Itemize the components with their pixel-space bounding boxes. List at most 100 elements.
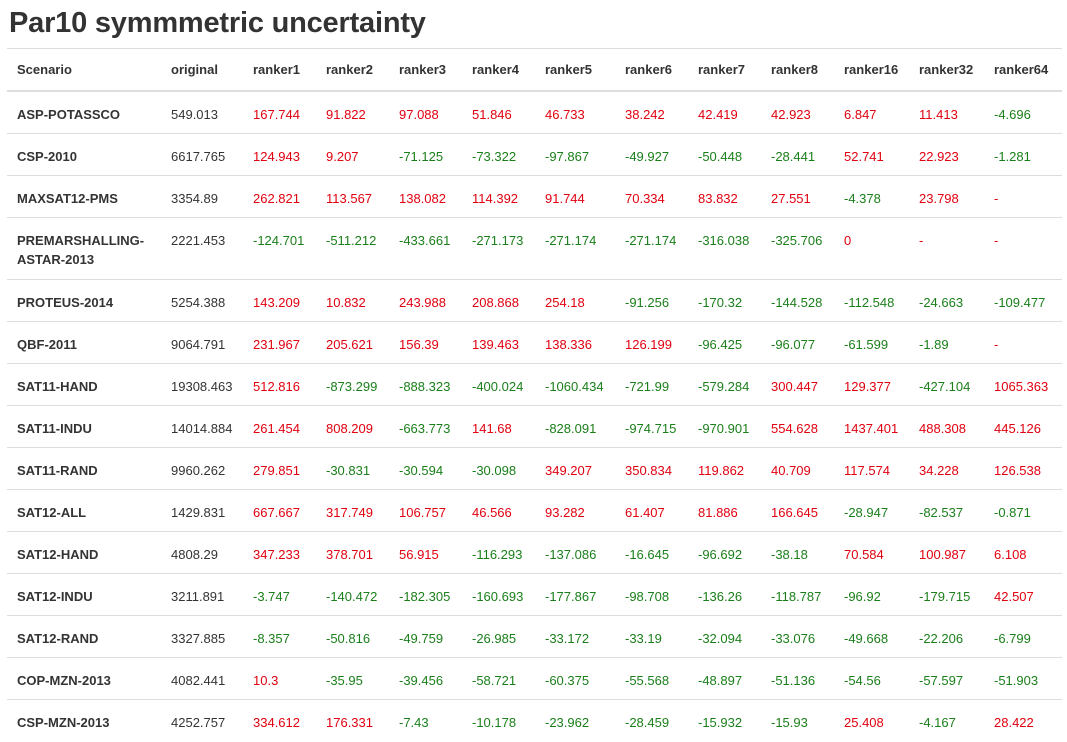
value-cell: 11.413 — [909, 90, 984, 133]
value-cell: -28.441 — [761, 132, 834, 175]
value-cell: -10.178 — [462, 698, 535, 741]
value-cell: 40.709 — [761, 446, 834, 489]
value-cell: 100.987 — [909, 530, 984, 573]
value-cell: -118.787 — [761, 572, 834, 615]
value-cell: -3.747 — [243, 572, 316, 615]
value-cell: -23.962 — [535, 698, 615, 741]
value-cell: -160.693 — [462, 572, 535, 615]
value-cell: -136.26 — [688, 572, 761, 615]
value-cell: 83.832 — [688, 174, 761, 217]
value-cell: -873.299 — [316, 362, 389, 405]
value-cell: 119.862 — [688, 446, 761, 489]
scenario-cell: SAT12-ALL — [7, 488, 161, 531]
value-cell: -49.668 — [834, 614, 909, 657]
table-row: SAT11-INDU 14014.884 261.454 808.209 -663.77… — [7, 404, 1062, 447]
column-header-original: original — [161, 48, 243, 92]
column-header-ranker4: ranker4 — [462, 48, 535, 92]
value-cell: -144.528 — [761, 278, 834, 321]
value-cell: -4.378 — [834, 174, 909, 217]
value-cell: 27.551 — [761, 174, 834, 217]
value-cell: 262.821 — [243, 174, 316, 217]
value-cell: - — [984, 174, 1062, 217]
value-cell: -112.548 — [834, 278, 909, 321]
table-row: CSP-MZN-2013 4252.757 334.612 176.331 -7.43-… — [7, 698, 1062, 741]
value-cell: 70.334 — [615, 174, 688, 217]
table-row: CSP-2010 6617.765 124.943 9.207 -71.125 -73.3… — [7, 132, 1062, 175]
table-row: SAT11-HAND 19308.463 512.816 -873.299 -888.3… — [7, 362, 1062, 405]
value-cell: 10.3 — [243, 656, 316, 699]
value-cell: 124.943 — [243, 132, 316, 175]
value-cell: -4.696 — [984, 90, 1062, 133]
value-cell: 46.733 — [535, 90, 615, 133]
original-cell: 6617.765 — [161, 132, 243, 175]
value-cell: -721.99 — [615, 362, 688, 405]
value-cell: 156.39 — [389, 320, 462, 363]
value-cell: -96.692 — [688, 530, 761, 573]
value-cell: 51.846 — [462, 90, 535, 133]
column-header-ranker6: ranker6 — [615, 48, 688, 92]
value-cell: -325.706 — [761, 216, 834, 279]
value-cell: 6.847 — [834, 90, 909, 133]
value-cell: -30.831 — [316, 446, 389, 489]
value-cell: 167.744 — [243, 90, 316, 133]
scenario-cell: PREMARSHALLING-ASTAR-2013 — [7, 216, 161, 279]
scenario-cell: MAXSAT12-PMS — [7, 174, 161, 217]
value-cell: - — [909, 216, 984, 279]
value-cell: -116.293 — [462, 530, 535, 573]
scenario-cell: CSP-MZN-2013 — [7, 698, 161, 741]
value-cell: -58.721 — [462, 656, 535, 699]
original-cell: 3327.885 — [161, 614, 243, 657]
value-cell: -26.985 — [462, 614, 535, 657]
table-row: SAT12-ALL 1429.831 667.667 317.749 106.757 46… — [7, 488, 1062, 531]
value-cell: -73.322 — [462, 132, 535, 175]
value-cell: -22.206 — [909, 614, 984, 657]
value-cell: -7.43 — [389, 698, 462, 741]
value-cell: -15.932 — [688, 698, 761, 741]
page-title: Par10 symmmetric uncertainty — [9, 7, 426, 39]
value-cell: 117.574 — [834, 446, 909, 489]
value-cell: -109.477 — [984, 278, 1062, 321]
value-cell: 243.988 — [389, 278, 462, 321]
value-cell: 143.209 — [243, 278, 316, 321]
original-cell: 4252.757 — [161, 698, 243, 741]
value-cell: -28.947 — [834, 488, 909, 531]
value-cell: -60.375 — [535, 656, 615, 699]
table-row: SAT12-RAND 3327.885 -8.357 -50.816 -49.759 -2… — [7, 614, 1062, 657]
value-cell: 667.667 — [243, 488, 316, 531]
value-cell: -33.19 — [615, 614, 688, 657]
value-cell: 138.082 — [389, 174, 462, 217]
value-cell: -96.92 — [834, 572, 909, 615]
value-cell: 254.18 — [535, 278, 615, 321]
value-cell: -30.594 — [389, 446, 462, 489]
value-cell: 129.377 — [834, 362, 909, 405]
value-cell: -4.167 — [909, 698, 984, 741]
original-cell: 9064.791 — [161, 320, 243, 363]
value-cell: -98.708 — [615, 572, 688, 615]
value-cell: 56.915 — [389, 530, 462, 573]
value-cell: -91.256 — [615, 278, 688, 321]
value-cell: -15.93 — [761, 698, 834, 741]
value-cell: 46.566 — [462, 488, 535, 531]
value-cell: 23.798 — [909, 174, 984, 217]
value-cell: -6.799 — [984, 614, 1062, 657]
value-cell: 208.868 — [462, 278, 535, 321]
value-cell: -97.867 — [535, 132, 615, 175]
value-cell: 1437.401 — [834, 404, 909, 447]
value-cell: 9.207 — [316, 132, 389, 175]
scenario-cell: ASP-POTASSCO — [7, 90, 161, 133]
value-cell: 139.463 — [462, 320, 535, 363]
column-header-ranker1: ranker1 — [243, 48, 316, 92]
column-header-ranker8: ranker8 — [761, 48, 834, 92]
value-cell: 445.126 — [984, 404, 1062, 447]
original-cell: 2221.453 — [161, 216, 243, 279]
value-cell: 42.923 — [761, 90, 834, 133]
value-cell: 81.886 — [688, 488, 761, 531]
value-cell: -96.077 — [761, 320, 834, 363]
scenario-cell: SAT12-INDU — [7, 572, 161, 615]
value-cell: -30.098 — [462, 446, 535, 489]
value-cell: -182.305 — [389, 572, 462, 615]
value-cell: 205.621 — [316, 320, 389, 363]
value-cell: 106.757 — [389, 488, 462, 531]
value-cell: -24.663 — [909, 278, 984, 321]
value-cell: - — [984, 320, 1062, 363]
